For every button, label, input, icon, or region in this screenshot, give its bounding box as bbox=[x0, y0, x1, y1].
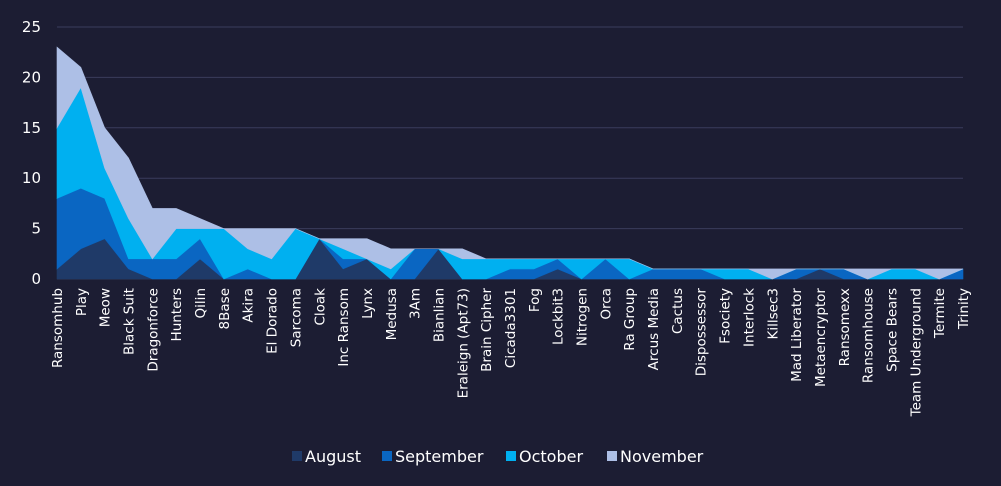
y-axis: 0 5 10 15 20 25 bbox=[22, 18, 41, 288]
x-tick-label: 3Am bbox=[408, 288, 424, 319]
x-tick-label: Sarcoma bbox=[288, 288, 304, 347]
legend-swatch bbox=[607, 451, 617, 461]
y-tick-label: 5 bbox=[31, 220, 41, 238]
y-tick-label: 25 bbox=[22, 18, 41, 36]
x-tick-label: Lockbit3 bbox=[551, 288, 567, 345]
x-tick-label: Nitrogen bbox=[575, 288, 591, 346]
y-tick-label: 0 bbox=[31, 270, 41, 288]
x-tick-label: Orca bbox=[598, 288, 614, 320]
x-tick-label: Black Suit bbox=[122, 288, 138, 355]
x-tick-label: Cloak bbox=[312, 288, 328, 326]
legend-swatch bbox=[382, 451, 392, 461]
legend-label: September bbox=[395, 447, 484, 466]
x-tick-label: Inc Ransom bbox=[336, 288, 352, 367]
x-tick-label: Ransomhouse bbox=[861, 288, 877, 383]
x-tick-label: Killsec3 bbox=[765, 288, 781, 339]
y-tick-label: 20 bbox=[22, 68, 41, 86]
plot-areas bbox=[56, 46, 964, 280]
x-tick-label: Akira bbox=[241, 288, 257, 323]
x-tick-label: Dispossessor bbox=[694, 288, 710, 377]
x-tick-label: Dragonforce bbox=[145, 288, 161, 372]
legend-label: August bbox=[305, 447, 361, 466]
y-tick-label: 10 bbox=[22, 169, 41, 187]
legend-label: October bbox=[519, 447, 583, 466]
x-tick-label: Meow bbox=[98, 288, 114, 327]
x-tick-label: Trinity bbox=[956, 288, 972, 330]
x-tick-label: Cicada3301 bbox=[503, 288, 519, 368]
x-tick-label: Hunters bbox=[169, 288, 185, 341]
legend-label: November bbox=[620, 447, 704, 466]
x-tick-label: Qilin bbox=[193, 288, 209, 318]
x-tick-label: Fog bbox=[527, 288, 543, 312]
x-tick-label: Arcus Media bbox=[646, 288, 662, 370]
x-tick-label: Eraleign (Apt73) bbox=[455, 288, 471, 398]
x-tick-label: Brain Cipher bbox=[479, 288, 495, 372]
x-tick-label: Play bbox=[74, 288, 90, 316]
x-tick-label: Medusa bbox=[384, 288, 400, 340]
x-tick-label: Team Underground bbox=[908, 288, 924, 417]
y-tick-label: 15 bbox=[22, 119, 41, 137]
x-tick-label: Interlock bbox=[741, 288, 757, 347]
x-tick-label: El Dorado bbox=[265, 288, 281, 354]
x-tick-label: Lynx bbox=[360, 288, 376, 319]
x-tick-label: Ransomexx bbox=[837, 288, 853, 366]
legend-swatch bbox=[506, 451, 516, 461]
legend: August September October November bbox=[292, 447, 704, 466]
x-tick-label: Ransomhub bbox=[50, 288, 66, 368]
legend-swatch bbox=[292, 451, 302, 461]
x-tick-label: Termite bbox=[932, 288, 948, 339]
x-tick-label: Mad Liberator bbox=[789, 288, 805, 382]
x-tick-label: Fsociety bbox=[718, 288, 734, 344]
x-tick-label: Cactus bbox=[670, 288, 686, 334]
x-tick-label: Space Bears bbox=[884, 288, 900, 372]
x-tick-label: Metaencryptor bbox=[813, 288, 829, 387]
x-tick-label: Bianlian bbox=[431, 288, 447, 342]
x-tick-label: Ra Group bbox=[622, 288, 638, 351]
x-tick-label: 8Base bbox=[217, 288, 233, 329]
x-axis: Ransomhub Play Meow Black Suit Dragonforce Hu… bbox=[50, 288, 972, 418]
area-series-november bbox=[56, 46, 964, 280]
